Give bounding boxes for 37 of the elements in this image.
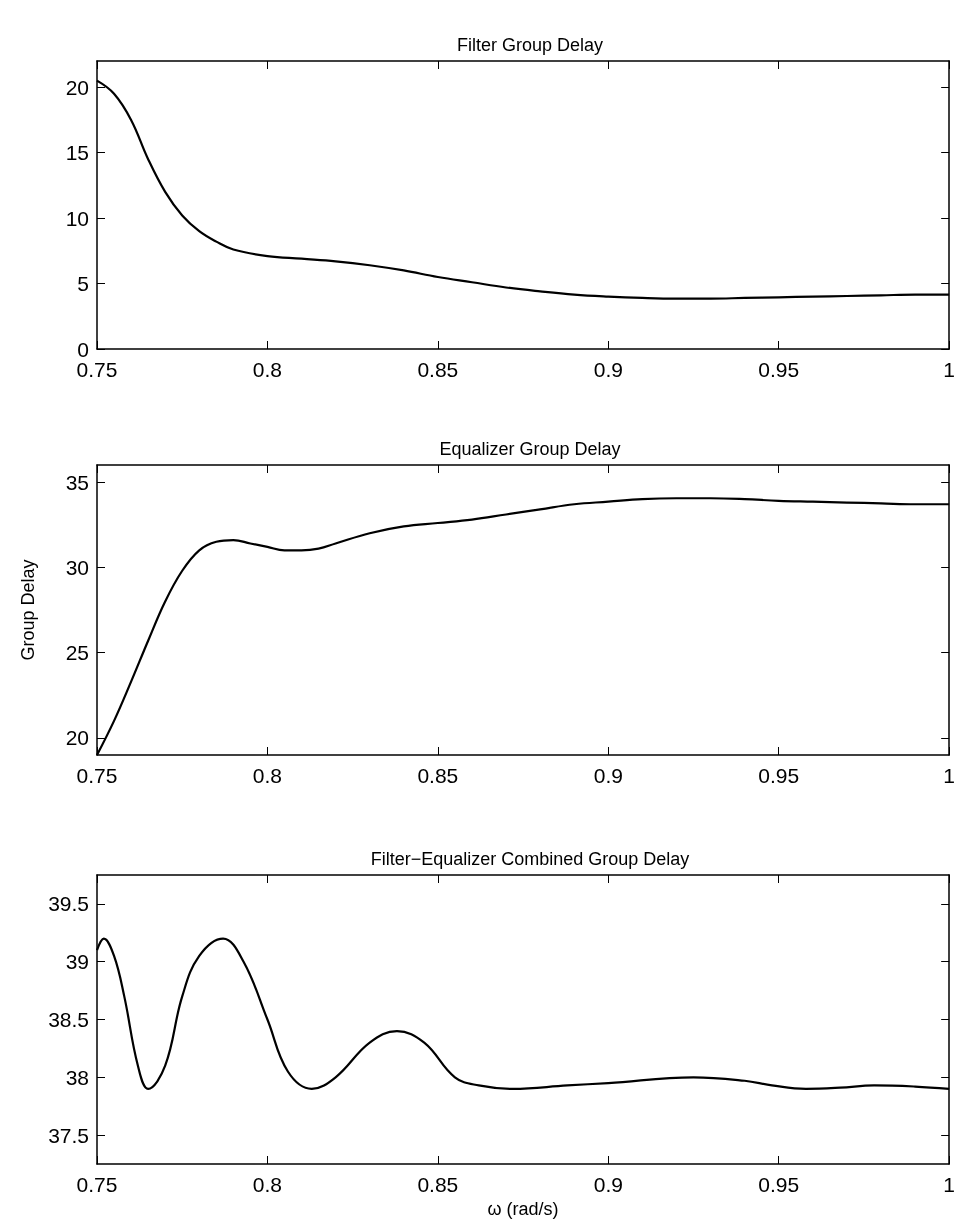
x-tick-label: 0.9 [593,358,623,381]
x-tick-label: 0.75 [76,1173,118,1196]
y-tick-label: 30 [65,555,89,579]
x-tick-label: 1 [943,764,955,787]
x-tick-label: 0.85 [417,764,459,787]
x-tick-label: 0.9 [593,764,623,787]
y-axis-title: Group Delay [18,559,38,661]
x-tick-label: 1 [943,1173,955,1196]
y-tick-label: 20 [65,75,89,99]
x-tick-label: 0.8 [252,358,283,381]
y-tick-label: 5 [77,272,89,296]
x-tick-label: 1 [943,358,955,381]
y-tick-label: 35 [65,470,89,494]
x-tick-label: 0.75 [76,764,118,787]
x-tick-label: 0.8 [252,764,283,787]
y-tick-label: 15 [65,141,89,165]
y-tick-label: 37.5 [48,1123,89,1147]
y-tick-label: 0 [77,337,89,361]
x-tick-label: 0.85 [417,1173,459,1196]
y-tick-label: 10 [65,206,89,230]
y-tick-label: 39.5 [48,892,89,916]
x-tick-label: 0.95 [758,764,800,787]
y-tick-label: 20 [65,726,89,750]
chart-title: Filter Group Delay [456,35,604,55]
x-tick-label: 0.85 [417,358,459,381]
y-tick-label: 38 [65,1065,89,1089]
x-tick-label: 0.9 [593,1173,623,1196]
x-tick-label: 0.95 [758,1173,800,1196]
chart-title: Filter−Equalizer Combined Group Delay [370,849,690,869]
x-tick-label: 0.8 [252,1173,283,1196]
chart-title: Equalizer Group Delay [439,439,621,459]
x-tick-label: 0.75 [76,358,118,381]
y-tick-label: 38.5 [48,1008,89,1031]
x-tick-label: 0.95 [758,358,800,381]
y-tick-label: 25 [65,641,89,665]
x-axis-title: ω (rad/s) [487,1199,559,1219]
y-tick-label: 39 [65,950,89,974]
